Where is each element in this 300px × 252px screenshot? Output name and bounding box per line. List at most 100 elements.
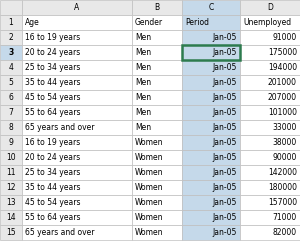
Bar [240, 120, 300, 135]
Bar [0, 30, 22, 45]
Bar [132, 165, 182, 180]
Text: Women: Women [135, 213, 164, 222]
Bar [240, 30, 300, 45]
Text: Women: Women [135, 198, 164, 207]
Bar [182, 45, 240, 60]
Bar [240, 135, 300, 150]
Text: 55 to 64 years: 55 to 64 years [25, 108, 80, 117]
Text: 20 to 24 years: 20 to 24 years [25, 153, 80, 162]
Text: Men: Men [135, 108, 151, 117]
Bar [22, 150, 132, 165]
Bar [0, 75, 22, 90]
Bar [132, 150, 182, 165]
Text: 10: 10 [6, 153, 16, 162]
Bar [22, 165, 132, 180]
Text: 65 years and over: 65 years and over [25, 123, 94, 132]
Text: Jan-05: Jan-05 [213, 63, 237, 72]
Bar [182, 60, 240, 75]
Bar [0, 90, 22, 105]
Text: Men: Men [135, 123, 151, 132]
Text: Women: Women [135, 183, 164, 192]
Bar [132, 75, 182, 90]
Bar [240, 60, 300, 75]
Bar [132, 135, 182, 150]
Text: Unemployed: Unemployed [243, 18, 291, 27]
Text: 35 to 44 years: 35 to 44 years [25, 78, 80, 87]
Bar [182, 195, 240, 210]
Text: 180000: 180000 [268, 183, 297, 192]
Bar [240, 45, 300, 60]
Text: B: B [154, 3, 160, 12]
Bar [182, 225, 240, 240]
Bar [0, 15, 22, 30]
Bar [22, 45, 132, 60]
Bar [132, 60, 182, 75]
Bar [182, 0, 240, 15]
Bar [0, 165, 22, 180]
Text: Jan-05: Jan-05 [213, 168, 237, 177]
Text: Women: Women [135, 168, 164, 177]
Text: 20 to 24 years: 20 to 24 years [25, 48, 80, 57]
Bar [132, 210, 182, 225]
Bar [22, 195, 132, 210]
Bar [22, 105, 132, 120]
Text: 55 to 64 years: 55 to 64 years [25, 213, 80, 222]
Bar [132, 105, 182, 120]
Bar [22, 60, 132, 75]
Text: 207000: 207000 [268, 93, 297, 102]
Text: A: A [74, 3, 80, 12]
Bar [22, 135, 132, 150]
Bar [182, 105, 240, 120]
Bar [182, 210, 240, 225]
Text: 7: 7 [9, 108, 14, 117]
Text: D: D [267, 3, 273, 12]
Bar [182, 75, 240, 90]
Bar [22, 75, 132, 90]
Text: 201000: 201000 [268, 78, 297, 87]
Text: 4: 4 [9, 63, 14, 72]
Text: 33000: 33000 [273, 123, 297, 132]
Text: 71000: 71000 [273, 213, 297, 222]
Bar [22, 180, 132, 195]
Text: Jan-05: Jan-05 [213, 78, 237, 87]
Text: 9: 9 [9, 138, 14, 147]
Text: 35 to 44 years: 35 to 44 years [25, 183, 80, 192]
Text: Jan-05: Jan-05 [213, 138, 237, 147]
Text: 157000: 157000 [268, 198, 297, 207]
Text: 142000: 142000 [268, 168, 297, 177]
Bar [22, 225, 132, 240]
Text: Men: Men [135, 48, 151, 57]
Bar [132, 180, 182, 195]
Text: 91000: 91000 [273, 33, 297, 42]
Bar [132, 30, 182, 45]
Bar [182, 165, 240, 180]
Text: 16 to 19 years: 16 to 19 years [25, 138, 80, 147]
Bar [0, 105, 22, 120]
Bar [240, 210, 300, 225]
Text: Jan-05: Jan-05 [213, 183, 237, 192]
Bar [182, 120, 240, 135]
Text: 5: 5 [9, 78, 14, 87]
Text: 194000: 194000 [268, 63, 297, 72]
Bar [0, 120, 22, 135]
Text: Jan-05: Jan-05 [213, 123, 237, 132]
Text: 82000: 82000 [273, 228, 297, 237]
Bar [132, 45, 182, 60]
Bar [132, 195, 182, 210]
Bar [0, 195, 22, 210]
Text: 25 to 34 years: 25 to 34 years [25, 168, 80, 177]
Bar [240, 90, 300, 105]
Bar [182, 180, 240, 195]
Bar [0, 210, 22, 225]
Text: Jan-05: Jan-05 [213, 198, 237, 207]
Text: Men: Men [135, 78, 151, 87]
Text: 8: 8 [9, 123, 14, 132]
Bar [240, 225, 300, 240]
Bar [240, 105, 300, 120]
Text: Age: Age [25, 18, 40, 27]
Text: 11: 11 [6, 168, 16, 177]
Bar [132, 120, 182, 135]
Text: Jan-05: Jan-05 [213, 33, 237, 42]
Bar [0, 45, 22, 60]
Text: 1: 1 [9, 18, 14, 27]
